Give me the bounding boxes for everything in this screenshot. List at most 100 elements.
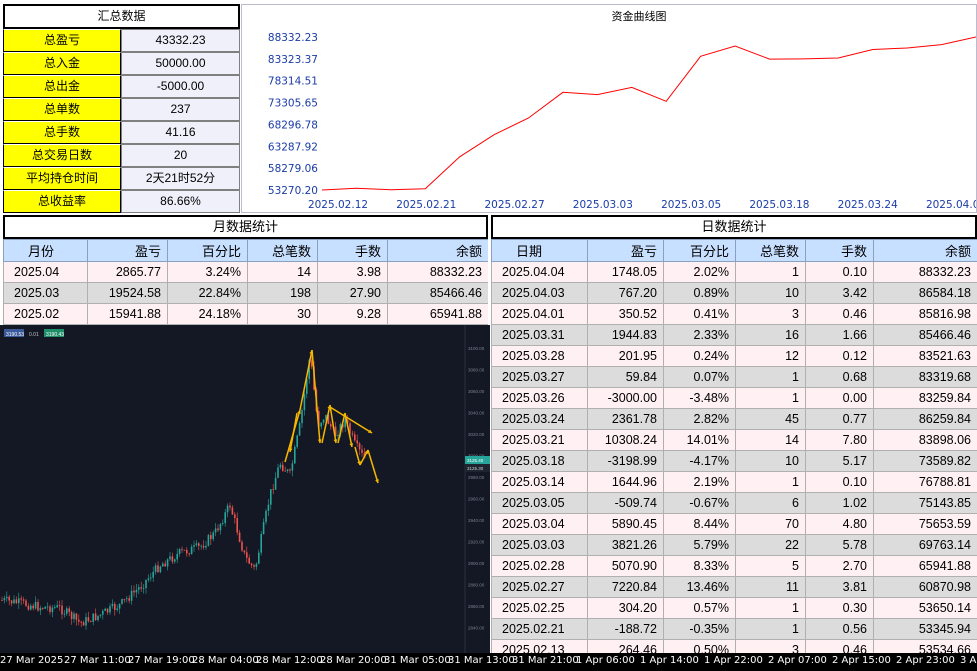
- candle-body: [18, 598, 20, 604]
- column-header[interactable]: 日期: [491, 239, 588, 262]
- table-row[interactable]: 2025.04.04 1748.05 2.02% 1 0.10 88332.23: [491, 261, 977, 283]
- candle-body: [286, 469, 289, 472]
- table-row[interactable]: 2025.02.13 264.46 0.50% 3 0.46 53534.66: [491, 639, 977, 653]
- candle-body: [111, 603, 114, 607]
- table-row[interactable]: 2025.03.21 10308.24 14.01% 14 7.80 83898.06: [491, 429, 977, 451]
- table-row[interactable]: 2025.03.05 -509.74 -0.67% 6 1.02 75143.85: [491, 492, 977, 514]
- candle-body: [130, 590, 133, 601]
- table-cell: 2025.02.25: [491, 597, 588, 619]
- table-row[interactable]: 2025.02.25 304.20 0.57% 1 0.30 53650.14: [491, 597, 977, 619]
- table-cell: -3198.99: [587, 450, 664, 472]
- price-candle-chart[interactable]: 3190.53 0.01 3190.43 3100.00 3080.00 3060.00 3…: [0, 325, 490, 654]
- column-header[interactable]: 总笔数: [247, 239, 318, 262]
- column-header[interactable]: 余额: [873, 239, 977, 262]
- trade-arrow: [367, 449, 379, 484]
- candle-body: [87, 617, 90, 622]
- table-row[interactable]: 2025.02.21 -188.72 -0.35% 1 0.56 53345.94: [491, 618, 977, 640]
- table-row[interactable]: 2025.02.28 5070.90 8.33% 5 2.70 65941.88: [491, 555, 977, 577]
- candle-body: [241, 541, 243, 551]
- time-axis-label: 27 Mar 11:00: [64, 655, 131, 666]
- column-header[interactable]: 百分比: [167, 239, 248, 262]
- equity-chart-title: 资金曲线图: [612, 9, 667, 23]
- candle-body: [205, 545, 207, 548]
- candle-body: [351, 433, 354, 435]
- candle-body: [63, 613, 66, 615]
- candle-body: [301, 410, 303, 424]
- column-header[interactable]: 盈亏: [587, 239, 664, 262]
- price-tick-label: 3020.00: [468, 432, 485, 437]
- table-cell: -0.35%: [663, 618, 736, 640]
- candle-body: [284, 470, 286, 472]
- candle-body: [265, 510, 267, 523]
- table-row[interactable]: 2025.04.03 767.20 0.89% 10 3.42 86584.18: [491, 282, 977, 304]
- table-cell: -509.74: [587, 492, 664, 514]
- column-header[interactable]: 余额: [387, 239, 488, 262]
- summary-title: 汇总数据: [3, 4, 240, 29]
- column-header[interactable]: 月份: [3, 239, 88, 262]
- table-cell: -188.72: [587, 618, 664, 640]
- price-tick-label: 2960.00: [468, 497, 485, 502]
- table-row[interactable]: 2025.03.26 -3000.00 -3.48% 1 0.00 83259.84: [491, 387, 977, 409]
- candle-body: [34, 601, 37, 609]
- column-header[interactable]: 手数: [317, 239, 388, 262]
- candle-body: [219, 523, 222, 531]
- table-cell: 2025.03.27: [491, 366, 588, 388]
- table-row[interactable]: 2025.03.24 2361.78 2.82% 45 0.77 86259.84: [491, 408, 977, 430]
- trade-arrow: [311, 349, 321, 444]
- y-tick-label: 78314.51: [268, 76, 318, 88]
- summary-label: 总收益率: [3, 190, 121, 213]
- table-row[interactable]: 2025.04 2865.77 3.24% 14 3.98 88332.23: [3, 261, 488, 283]
- table-cell: 22: [735, 534, 806, 556]
- table-cell: 30: [247, 303, 318, 325]
- table-cell: 2.19%: [663, 471, 736, 493]
- table-cell: 73589.82: [873, 450, 977, 472]
- table-row[interactable]: 2025.04.01 350.52 0.41% 3 0.46 85816.98: [491, 303, 977, 325]
- trade-arrow: [329, 404, 337, 444]
- time-axis-label: 1 Apr 22:00: [704, 655, 763, 666]
- table-row[interactable]: 2025.03.28 201.95 0.24% 12 0.12 83521.63: [491, 345, 977, 367]
- column-header[interactable]: 手数: [805, 239, 874, 262]
- column-header[interactable]: 总笔数: [735, 239, 806, 262]
- table-cell: 59.84: [587, 366, 664, 388]
- price-tick-label: 2900.00: [468, 561, 485, 566]
- candle-body: [234, 514, 236, 519]
- table-row[interactable]: 2025.03.03 3821.26 5.79% 22 5.78 69763.14: [491, 534, 977, 556]
- table-cell: 76788.81: [873, 471, 977, 493]
- table-cell: 2.82%: [663, 408, 736, 430]
- candle-body: [162, 563, 164, 567]
- table-cell: 264.46: [587, 639, 664, 653]
- table-row[interactable]: 2025.03.31 1944.83 2.33% 16 1.66 85466.46: [491, 324, 977, 346]
- table-row[interactable]: 2025.03.18 -3198.99 -4.17% 10 5.17 73589.82: [491, 450, 977, 472]
- candle-body: [356, 440, 358, 444]
- table-row[interactable]: 2025.02 15941.88 24.18% 30 9.28 65941.88: [3, 303, 488, 325]
- current-price-text: 3125.40: [467, 458, 484, 463]
- table-row[interactable]: 2025.03 19524.58 22.84% 198 27.90 85466.46: [3, 282, 488, 304]
- candle-body: [267, 504, 270, 511]
- candle-body: [217, 528, 219, 531]
- table-cell: 53534.66: [873, 639, 977, 653]
- candle-body: [82, 622, 85, 626]
- price-tick-label: 3060.00: [468, 389, 485, 394]
- day-stats-title: 日数据统计: [491, 215, 977, 239]
- candle-body: [66, 608, 68, 614]
- table-cell: 3.81: [805, 576, 874, 598]
- table-row[interactable]: 2025.03.27 59.84 0.07% 1 0.68 83319.68: [491, 366, 977, 388]
- candle-body: [70, 612, 73, 620]
- day-stats-panel: 日数据统计 日期 盈亏 百分比 总笔数 手数 余额 2025.04.04 1748.05 2.…: [491, 215, 977, 653]
- table-cell: 1: [735, 471, 806, 493]
- column-header[interactable]: 百分比: [663, 239, 736, 262]
- price-tick-label: 2980.00: [468, 475, 485, 480]
- table-cell: 88332.23: [873, 261, 977, 283]
- time-axis-label: 1 Apr 14:00: [640, 655, 699, 666]
- table-cell: 85466.46: [873, 324, 977, 346]
- table-row[interactable]: 2025.03.04 5890.45 8.44% 70 4.80 75653.59: [491, 513, 977, 535]
- candle-body: [188, 553, 190, 555]
- x-tick-label: 2025.03.05: [661, 199, 721, 211]
- table-cell: 60870.98: [873, 576, 977, 598]
- table-cell: 11: [735, 576, 806, 598]
- table-row[interactable]: 2025.02.27 7220.84 13.46% 11 3.81 60870.98: [491, 576, 977, 598]
- table-row[interactable]: 2025.03.14 1644.96 2.19% 1 0.10 76788.81: [491, 471, 977, 493]
- candle-chart-svg[interactable]: 3190.53 0.01 3190.43 3100.00 3080.00 3060.00 3…: [0, 325, 490, 654]
- column-header[interactable]: 盈亏: [87, 239, 168, 262]
- candle-body: [142, 587, 145, 589]
